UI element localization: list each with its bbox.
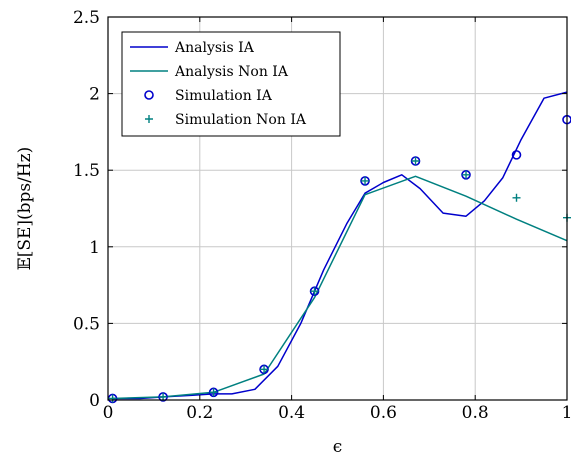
plot-series	[107, 91, 571, 404]
x-tick-label: 0.2	[186, 403, 213, 423]
series-0	[112, 91, 568, 400]
series-2	[107, 114, 571, 404]
data-point	[209, 388, 218, 397]
series-line	[112, 91, 568, 400]
legend-item: Analysis Non IA	[130, 64, 289, 80]
legend-label: Simulation IA	[175, 88, 273, 104]
legend-label: Simulation Non IA	[175, 112, 307, 128]
x-tick-label: 0.8	[462, 403, 489, 423]
x-tick-label: 1	[562, 403, 571, 423]
legend-swatch	[145, 115, 153, 123]
y-tick-label: 0	[89, 391, 100, 411]
series-line	[112, 175, 568, 400]
legend-label: Analysis Non IA	[174, 64, 289, 80]
data-point	[462, 170, 471, 179]
axis-ticks: 0 0.2 0.4 0.6 0.8 1 0 0.5 1 1.5 2 2.5	[73, 8, 571, 423]
legend-box	[121, 31, 341, 137]
y-tick-label: 1	[89, 238, 100, 258]
legend-item: Simulation IA	[144, 88, 273, 104]
data-point	[512, 193, 521, 202]
plot-frame	[107, 16, 568, 401]
data-point	[260, 365, 269, 374]
series-1	[112, 175, 568, 400]
legend: Analysis IA Analysis Non IA Simulation IA S…	[121, 31, 341, 137]
x-tick-label: 0.4	[278, 403, 305, 423]
y-tick-label: 2.5	[73, 8, 100, 28]
legend-swatch	[144, 90, 154, 100]
y-tick-label: 2	[89, 85, 100, 105]
x-tick-label: 0.6	[370, 403, 397, 423]
legend-item: Simulation Non IA	[145, 112, 307, 128]
legend-label: Analysis IA	[174, 40, 255, 56]
data-point	[411, 157, 420, 166]
y-axis-label: 𝔼[SE](bps/Hz)	[15, 147, 35, 271]
series-3	[108, 157, 571, 403]
y-tick-label: 0.5	[73, 314, 100, 334]
data-point	[108, 394, 117, 403]
y-tick-label: 1.5	[73, 161, 100, 181]
data-point	[511, 150, 522, 160]
x-axis-label: ϵ	[333, 437, 343, 455]
x-tick-label: 0	[103, 403, 114, 423]
legend-item: Analysis IA	[130, 40, 255, 56]
data-point	[361, 176, 370, 185]
data-point	[310, 287, 319, 296]
